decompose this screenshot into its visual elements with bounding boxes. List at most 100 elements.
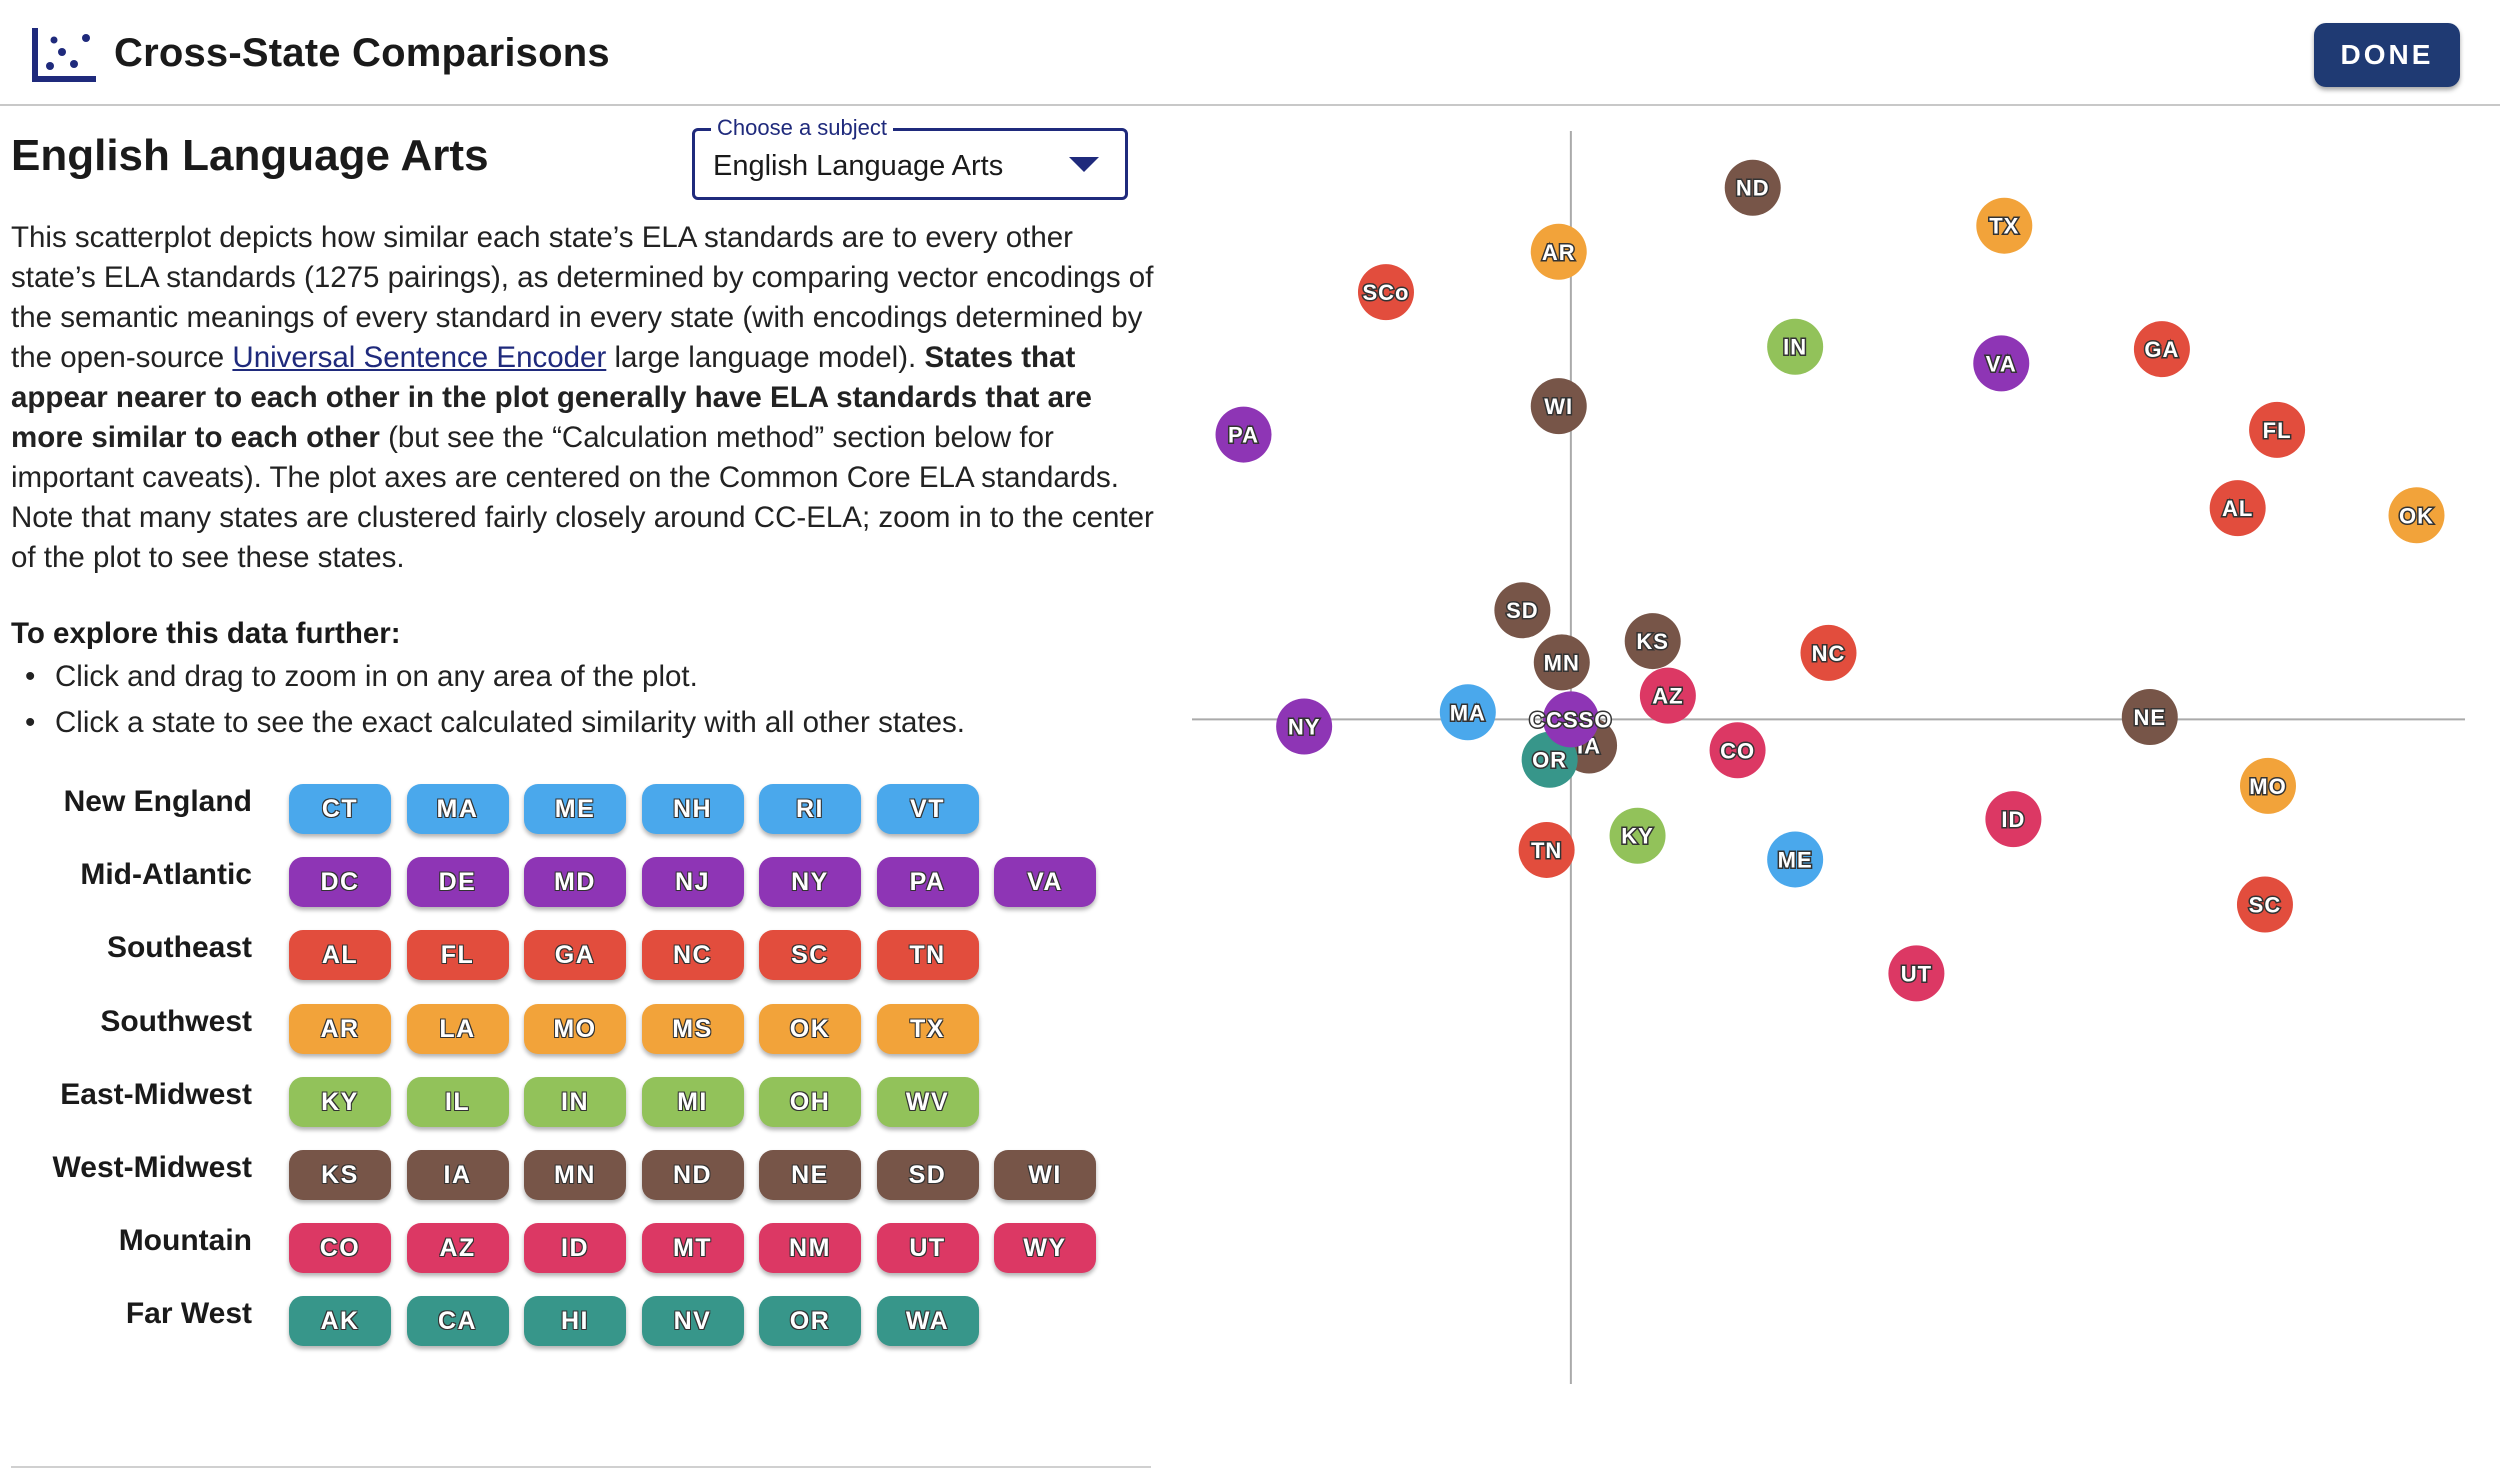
state-chip-va[interactable]: VA (994, 857, 1096, 908)
scatter-plot-svg[interactable]: ND TX AR SCo IN VA GA FL WI PA AL OK SD NC KS MN AZ NE MA N… (1190, 106, 2500, 1384)
point-sd[interactable]: SD (1494, 582, 1551, 639)
point-mo[interactable]: MO (2239, 757, 2296, 814)
point-ne[interactable]: NE (2121, 689, 2178, 746)
state-chip-dc[interactable]: DC (289, 857, 391, 908)
subject-select[interactable]: Choose a subject English Language Arts (692, 114, 1128, 200)
scatter-plot[interactable]: ND TX AR SCo IN VA GA FL WI PA AL OK SD NC KS MN AZ NE MA N… (1190, 106, 2500, 1384)
state-chip-ma[interactable]: MA (406, 784, 509, 834)
point-marker[interactable] (1276, 698, 1333, 755)
point-ky[interactable]: KY (1609, 807, 1666, 864)
point-marker[interactable] (1530, 378, 1587, 435)
point-marker[interactable] (2133, 321, 2190, 378)
point-marker[interactable] (2388, 487, 2445, 544)
state-chip-vt[interactable]: VT (876, 784, 979, 834)
state-chip-wv[interactable]: WV (876, 1076, 979, 1127)
point-marker[interactable] (2236, 876, 2293, 933)
point-marker[interactable] (1530, 223, 1587, 280)
point-ny[interactable]: NY (1276, 698, 1333, 755)
point-mn[interactable]: MN (1533, 634, 1590, 691)
state-chip-ut[interactable]: UT (876, 1223, 979, 1274)
state-chip-ri[interactable]: RI (759, 784, 861, 834)
point-nd[interactable]: ND (1724, 159, 1781, 216)
point-ut[interactable]: UT (1888, 945, 1945, 1002)
state-chip-nd[interactable]: ND (641, 1150, 744, 1200)
state-chip-mt[interactable]: MT (641, 1223, 744, 1274)
state-chip-tn[interactable]: TN (876, 930, 979, 981)
point-marker[interactable] (1985, 791, 2042, 848)
point-marker[interactable] (1767, 831, 1824, 888)
point-marker[interactable] (1542, 691, 1599, 748)
state-chip-nh[interactable]: NH (641, 784, 744, 834)
point-ma[interactable]: MA (1439, 684, 1496, 741)
point-marker[interactable] (1518, 821, 1575, 878)
point-marker[interactable] (1439, 684, 1496, 741)
state-chip-nv[interactable]: NV (641, 1296, 744, 1347)
state-chip-or[interactable]: OR (759, 1296, 861, 1347)
state-chip-nc[interactable]: NC (641, 930, 744, 981)
point-marker[interactable] (1767, 318, 1824, 375)
state-chip-az[interactable]: AZ (406, 1223, 509, 1274)
point-sco[interactable]: SCo (1357, 264, 1414, 321)
point-id[interactable]: ID (1985, 791, 2042, 848)
point-marker[interactable] (2249, 401, 2306, 458)
point-ar[interactable]: AR (1530, 223, 1587, 280)
point-marker[interactable] (1973, 335, 2030, 392)
state-chip-co[interactable]: CO (289, 1223, 391, 1274)
point-marker[interactable] (1639, 667, 1696, 724)
state-chip-la[interactable]: LA (406, 1003, 509, 1054)
point-pa[interactable]: PA (1215, 406, 1272, 463)
point-az[interactable]: AZ (1639, 667, 1696, 724)
done-button[interactable]: DONE (2314, 23, 2460, 87)
state-chip-ne[interactable]: NE (759, 1150, 861, 1200)
state-chip-ia[interactable]: IA (406, 1150, 509, 1200)
state-chip-de[interactable]: DE (406, 857, 509, 908)
state-chip-me[interactable]: ME (524, 784, 626, 834)
state-chip-nm[interactable]: NM (759, 1223, 861, 1274)
state-chip-wa[interactable]: WA (876, 1296, 979, 1347)
point-fl[interactable]: FL (2249, 401, 2306, 458)
state-chip-mn[interactable]: MN (524, 1150, 626, 1200)
point-marker[interactable] (1624, 613, 1681, 670)
point-marker[interactable] (1357, 264, 1414, 321)
point-marker[interactable] (2239, 757, 2296, 814)
point-va[interactable]: VA (1973, 335, 2030, 392)
point-marker[interactable] (1800, 624, 1857, 681)
point-marker[interactable] (1533, 634, 1590, 691)
state-chip-ny[interactable]: NY (759, 857, 861, 908)
state-chip-md[interactable]: MD (524, 857, 626, 908)
point-tn[interactable]: TN (1518, 821, 1575, 878)
point-ccsso[interactable]: CCSSO (1528, 691, 1613, 748)
state-chip-ga[interactable]: GA (524, 930, 626, 981)
point-nc[interactable]: NC (1800, 624, 1857, 681)
state-chip-ar[interactable]: AR (289, 1003, 391, 1054)
state-chip-pa[interactable]: PA (876, 857, 979, 908)
point-sc[interactable]: SC (2236, 876, 2293, 933)
state-chip-ok[interactable]: OK (759, 1003, 861, 1054)
state-chip-ca[interactable]: CA (406, 1296, 509, 1347)
point-marker[interactable] (1709, 722, 1766, 779)
point-marker[interactable] (1888, 945, 1945, 1002)
point-marker[interactable] (1494, 582, 1551, 639)
point-wi[interactable]: WI (1530, 378, 1587, 435)
state-chip-id[interactable]: ID (524, 1223, 626, 1274)
state-chip-fl[interactable]: FL (406, 930, 509, 981)
point-marker[interactable] (1609, 807, 1666, 864)
state-chip-ct[interactable]: CT (289, 784, 391, 834)
point-marker[interactable] (1976, 197, 2033, 254)
point-marker[interactable] (1724, 159, 1781, 216)
state-chip-mo[interactable]: MO (524, 1003, 626, 1054)
state-chip-mi[interactable]: MI (641, 1076, 744, 1127)
state-chip-wy[interactable]: WY (994, 1223, 1096, 1274)
state-chip-sd[interactable]: SD (876, 1150, 979, 1200)
point-ga[interactable]: GA (2133, 321, 2190, 378)
point-me[interactable]: ME (1767, 831, 1824, 888)
point-co[interactable]: CO (1709, 722, 1766, 779)
state-chip-ms[interactable]: MS (641, 1003, 744, 1054)
state-chip-wi[interactable]: WI (994, 1150, 1096, 1200)
point-al[interactable]: AL (2209, 480, 2266, 537)
point-in[interactable]: IN (1767, 318, 1824, 375)
state-chip-ak[interactable]: AK (289, 1296, 391, 1347)
state-chip-sc[interactable]: SC (759, 930, 861, 981)
point-tx[interactable]: TX (1976, 197, 2033, 254)
state-chip-hi[interactable]: HI (524, 1296, 626, 1347)
